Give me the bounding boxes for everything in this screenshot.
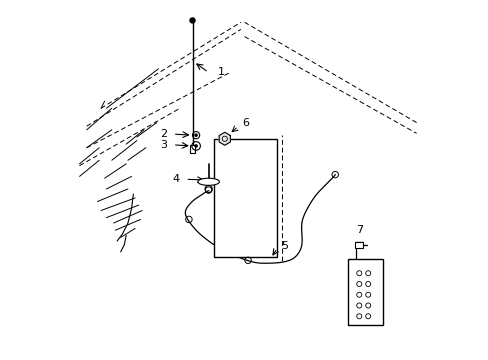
Circle shape xyxy=(195,134,197,136)
Text: 3: 3 xyxy=(160,140,167,150)
Text: 7: 7 xyxy=(356,225,363,235)
Text: 6: 6 xyxy=(242,118,248,128)
Text: 1: 1 xyxy=(217,67,224,77)
Circle shape xyxy=(195,145,197,147)
Bar xyxy=(348,259,382,325)
Ellipse shape xyxy=(198,178,219,185)
Bar xyxy=(190,145,195,153)
Text: 2: 2 xyxy=(160,129,167,139)
Bar xyxy=(214,139,276,257)
Polygon shape xyxy=(219,132,230,145)
Circle shape xyxy=(190,18,195,23)
Bar xyxy=(354,242,362,248)
Text: 4: 4 xyxy=(172,174,180,184)
Text: 5: 5 xyxy=(281,240,287,251)
